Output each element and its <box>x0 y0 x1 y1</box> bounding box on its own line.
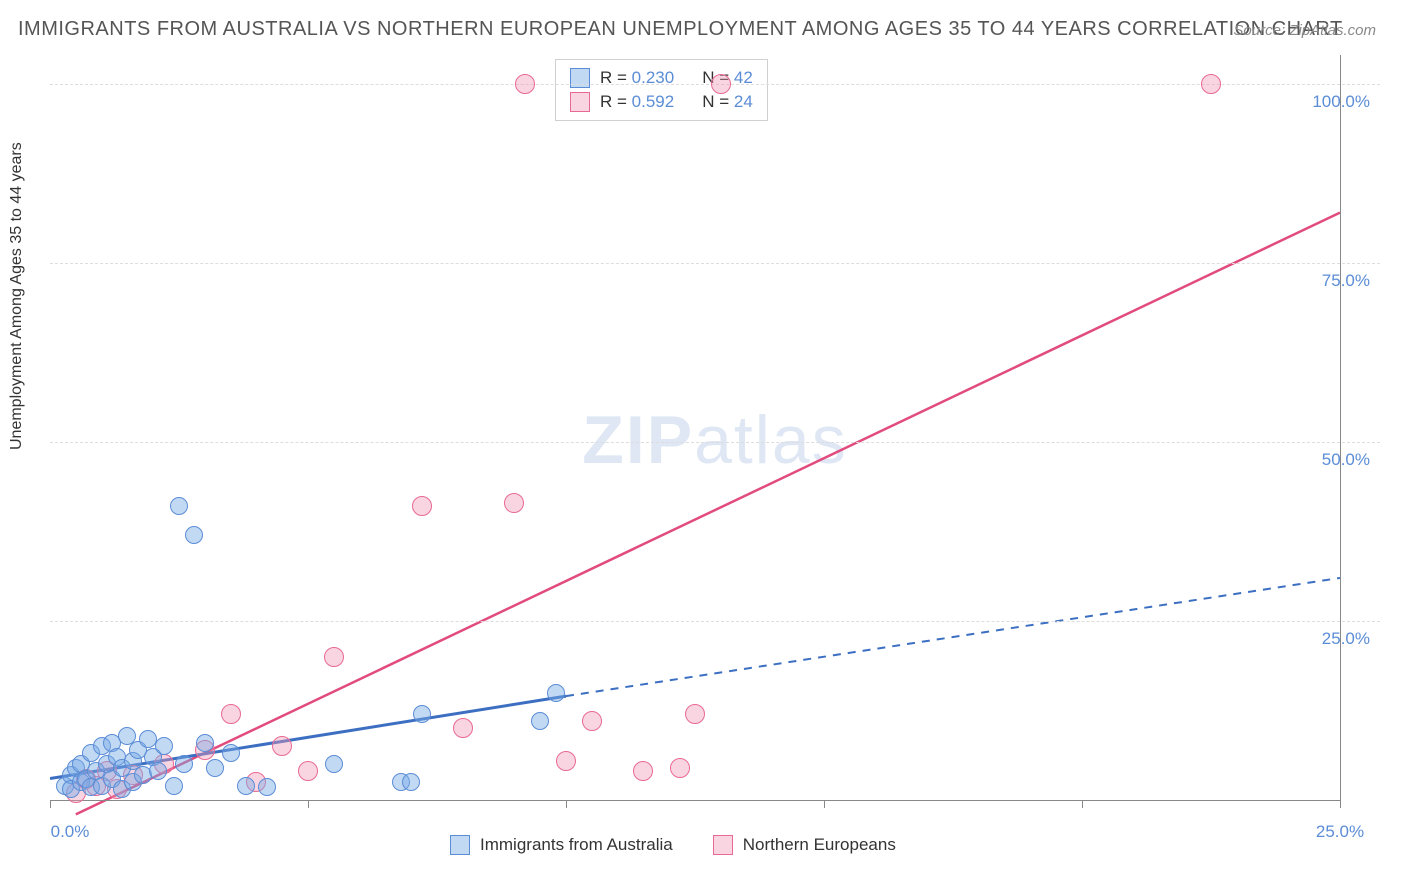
blue-point <box>413 705 431 723</box>
y-tick-label: 100.0% <box>1312 92 1370 112</box>
blue-point <box>222 744 240 762</box>
scatter-plot-area: ZIPatlas R = 0.230 N = 42 R = 0.592 N = <box>50 55 1380 825</box>
blue-point <box>547 684 565 702</box>
pink-swatch-icon <box>570 92 590 112</box>
series-legend: Immigrants from Australia Northern Europ… <box>450 835 896 855</box>
x-tick-label: 25.0% <box>1316 822 1364 842</box>
legend-item-pink: Northern Europeans <box>713 835 896 855</box>
pink-point <box>453 718 473 738</box>
blue-point <box>402 773 420 791</box>
legend-label-blue: Immigrants from Australia <box>480 835 673 855</box>
y-tick-label: 25.0% <box>1322 629 1370 649</box>
regression-lines-svg <box>50 55 1380 825</box>
pink-point <box>515 74 535 94</box>
y-axis <box>1340 55 1341 800</box>
blue-point <box>170 497 188 515</box>
pink-point <box>272 736 292 756</box>
y-tick-label: 75.0% <box>1322 271 1370 291</box>
x-tick-mark <box>1082 800 1083 808</box>
r-stat-blue: R = 0.230 <box>600 68 674 88</box>
n-stat-pink: N = 24 <box>702 92 753 112</box>
gridline <box>50 621 1380 622</box>
pink-point <box>504 493 524 513</box>
blue-point <box>149 762 167 780</box>
x-tick-label: 0.0% <box>51 822 90 842</box>
pink-point <box>685 704 705 724</box>
blue-point <box>175 755 193 773</box>
blue-point <box>196 734 214 752</box>
pink-point <box>1201 74 1221 94</box>
pink-point <box>633 761 653 781</box>
pink-point <box>221 704 241 724</box>
source-label: Source: <box>1233 22 1285 39</box>
blue-point <box>185 526 203 544</box>
pink-point <box>670 758 690 778</box>
stats-row-pink: R = 0.592 N = 24 <box>570 90 753 114</box>
x-tick-mark <box>824 800 825 808</box>
blue-swatch-icon <box>450 835 470 855</box>
blue-point <box>155 737 173 755</box>
pink-point <box>412 496 432 516</box>
chart-title: IMMIGRANTS FROM AUSTRALIA VS NORTHERN EU… <box>18 18 1343 41</box>
pink-point <box>298 761 318 781</box>
x-tick-mark <box>308 800 309 808</box>
legend-item-blue: Immigrants from Australia <box>450 835 673 855</box>
pink-point <box>556 751 576 771</box>
pink-point <box>582 711 602 731</box>
blue-point <box>206 759 224 777</box>
source-citation: Source: ZipAtlas.com <box>1233 22 1376 39</box>
blue-point <box>258 778 276 796</box>
correlation-stats-legend: R = 0.230 N = 42 R = 0.592 N = 24 <box>555 59 768 121</box>
blue-point <box>237 777 255 795</box>
x-axis <box>50 800 1340 801</box>
blue-point <box>165 777 183 795</box>
watermark-atlas: atlas <box>694 402 848 478</box>
pink-point <box>711 74 731 94</box>
blue-point <box>531 712 549 730</box>
y-tick-label: 50.0% <box>1322 450 1370 470</box>
blue-point <box>325 755 343 773</box>
blue-swatch-icon <box>570 68 590 88</box>
x-tick-mark <box>50 800 51 808</box>
gridline <box>50 442 1380 443</box>
x-tick-mark <box>1340 800 1341 808</box>
source-value: ZipAtlas.com <box>1289 22 1376 39</box>
legend-label-pink: Northern Europeans <box>743 835 896 855</box>
pink-swatch-icon <box>713 835 733 855</box>
y-axis-label: Unemployment Among Ages 35 to 44 years <box>8 142 26 450</box>
watermark: ZIPatlas <box>582 401 847 479</box>
pink-point <box>324 647 344 667</box>
watermark-zip: ZIP <box>582 402 694 478</box>
r-stat-pink: R = 0.592 <box>600 92 674 112</box>
x-tick-mark <box>566 800 567 808</box>
gridline <box>50 263 1380 264</box>
